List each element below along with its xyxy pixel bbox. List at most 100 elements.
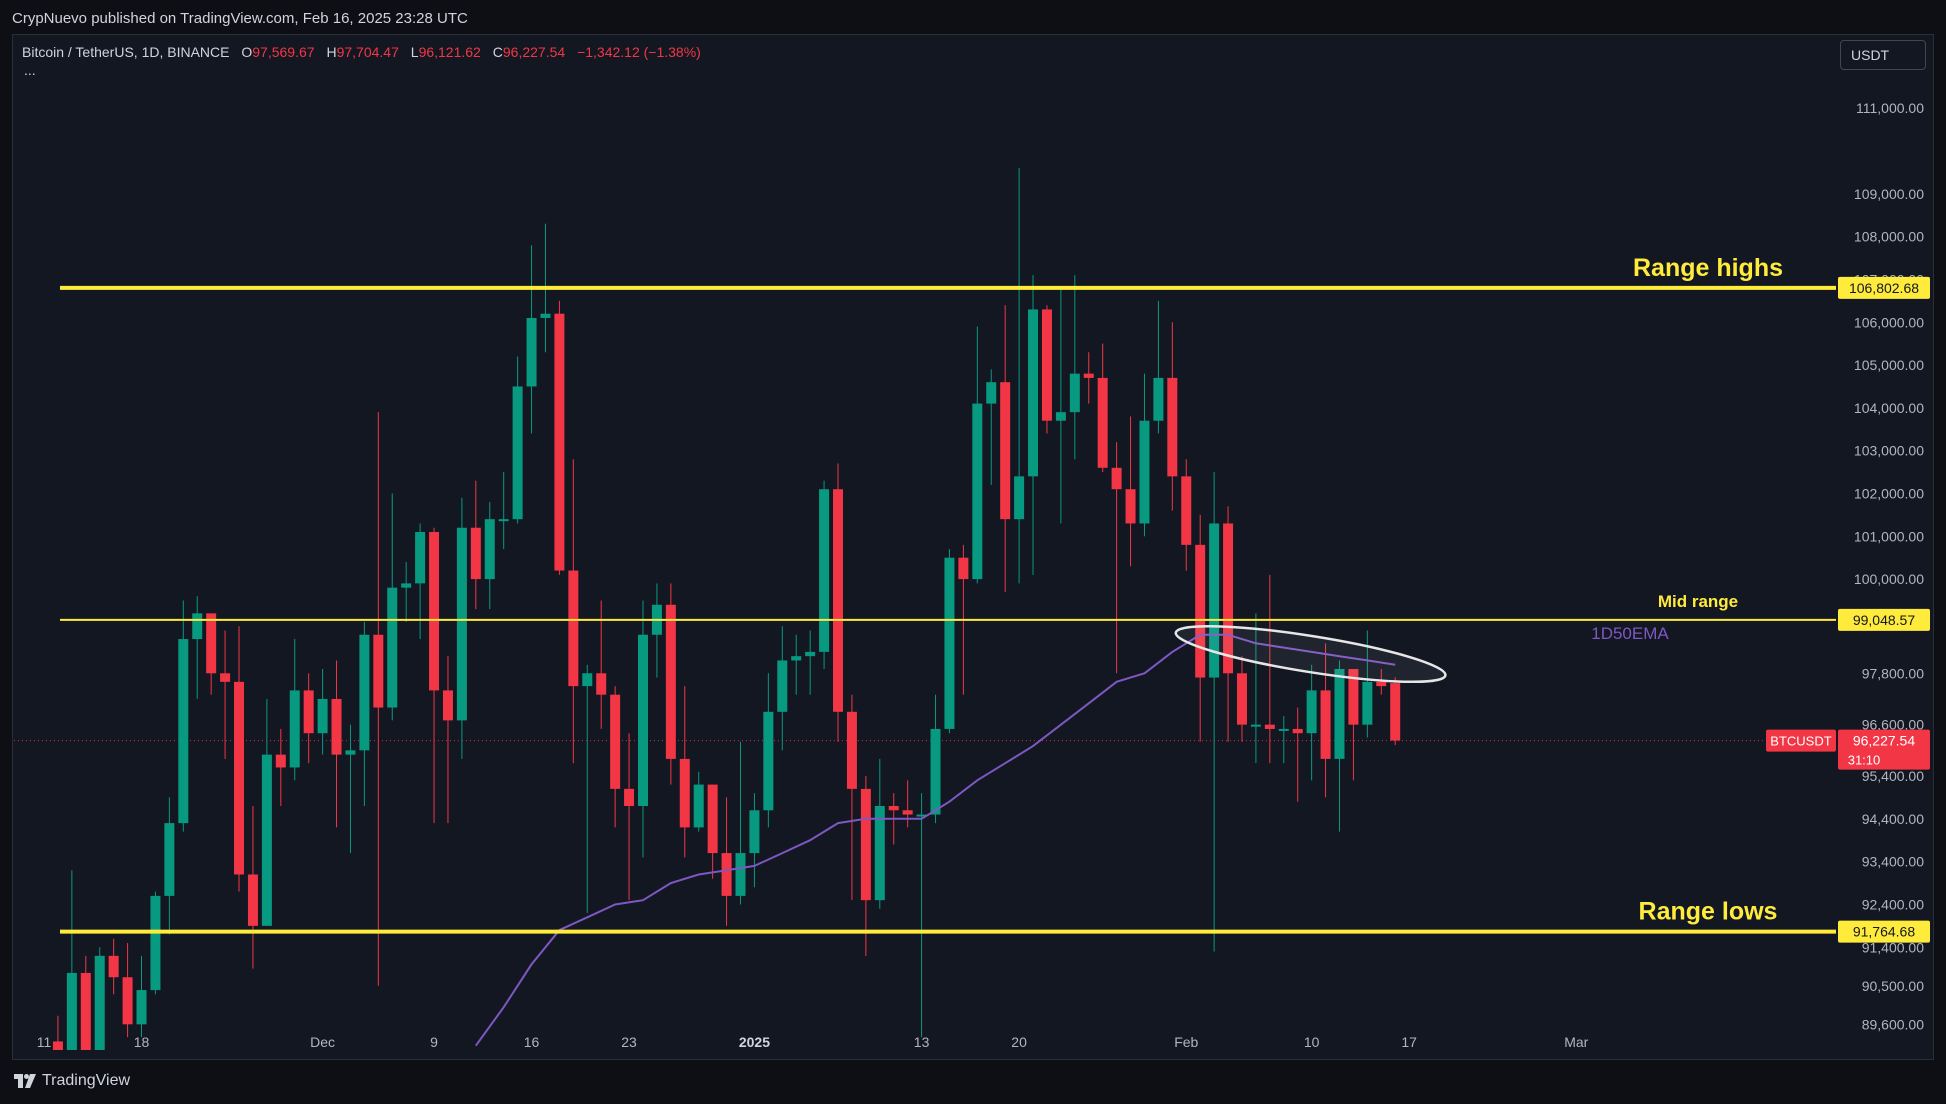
x-axis-tick-label: 18 <box>134 1034 150 1050</box>
candle-body <box>930 728 941 815</box>
x-axis-tick-label: Feb <box>1174 1034 1198 1050</box>
candle-body <box>1292 728 1303 734</box>
candle-body <box>484 519 495 580</box>
candle-body <box>415 532 426 584</box>
candle-body <box>261 754 272 926</box>
candle-body <box>860 788 871 901</box>
candle-body <box>192 613 203 640</box>
ema-highlight-ellipse <box>1174 624 1447 684</box>
level-price-label: 91,764.68 <box>1853 924 1915 940</box>
candle-body <box>958 557 969 580</box>
open-label: O <box>241 44 253 60</box>
y-axis-tick-label: 94,400.00 <box>1862 811 1924 827</box>
candle-body <box>1223 523 1234 674</box>
symbol-tag-bg <box>1766 729 1836 752</box>
level-annotation-label: Range highs <box>1633 254 1783 282</box>
candle-body <box>637 634 648 806</box>
candle-body <box>791 656 802 661</box>
change-value: −1,342.12 (−1.38%) <box>577 44 701 60</box>
candle-body <box>902 810 913 815</box>
candle-body <box>1236 673 1247 725</box>
candle-body <box>164 823 175 896</box>
candle-body <box>735 853 746 896</box>
candle-body <box>888 805 899 811</box>
candle-body <box>721 853 732 896</box>
candle-body <box>150 895 161 991</box>
ema-line <box>474 633 1396 1047</box>
candle-body <box>986 382 997 404</box>
candle-body <box>1250 724 1261 727</box>
candle-body <box>624 788 635 806</box>
candle-body <box>456 527 467 721</box>
last-price-tag <box>1838 729 1930 770</box>
ohlc-legend: Bitcoin / TetherUS, 1D, BINANCE O97,569.… <box>22 44 701 60</box>
y-axis-tick-label: 103,000.00 <box>1854 443 1924 459</box>
last-price-label: 96,227.54 <box>1853 733 1915 749</box>
brand-name: TradingView <box>42 1072 131 1089</box>
x-axis-tick-label: 11 <box>37 1034 52 1050</box>
y-axis-tick-label: 102,000.00 <box>1854 485 1924 501</box>
candle-body <box>289 690 300 768</box>
candle-body <box>693 784 704 828</box>
candle-body <box>94 955 105 1050</box>
candle-body <box>805 651 816 657</box>
y-axis-tick-label: 91,400.00 <box>1862 939 1924 955</box>
candle-body <box>1167 377 1178 477</box>
candle-body <box>610 694 621 789</box>
high-value: 97,704.47 <box>336 44 399 60</box>
candle-body <box>777 660 788 712</box>
y-axis-tick-label: 89,600.00 <box>1862 1016 1924 1032</box>
legend-more-button[interactable]: ... <box>24 62 36 78</box>
candle-body <box>846 711 857 789</box>
candle-body <box>707 784 718 854</box>
y-axis-tick-label: 100,000.00 <box>1854 571 1924 587</box>
candle-body <box>1055 412 1066 421</box>
candle-body <box>498 519 509 522</box>
candle-body <box>1014 476 1025 520</box>
x-axis-tick-label: 17 <box>1401 1034 1417 1050</box>
x-axis-tick-label: 9 <box>430 1034 438 1050</box>
candle-body <box>1125 489 1136 524</box>
level-price-label: 99,048.57 <box>1853 612 1915 628</box>
candle-body <box>763 711 774 811</box>
tradingview-brand[interactable]: TradingView <box>14 1072 130 1090</box>
candle-body <box>1376 681 1387 687</box>
candle-body <box>540 313 551 318</box>
level-price-label: 106,802.68 <box>1849 280 1919 296</box>
x-axis-tick-label: 10 <box>1304 1034 1320 1050</box>
candle-body <box>359 634 370 751</box>
candle-body <box>108 955 119 978</box>
candle-body <box>401 583 412 588</box>
high-label: H <box>326 44 337 60</box>
y-axis-tick-label: 96,600.00 <box>1862 717 1924 733</box>
candle-body <box>66 972 77 1050</box>
candle-body <box>1153 377 1164 421</box>
candle-body <box>1334 669 1345 759</box>
y-axis-tick-label: 93,400.00 <box>1862 854 1924 870</box>
y-axis-tick-label: 97,800.00 <box>1862 665 1924 681</box>
candle-body <box>122 977 133 1025</box>
candle-body <box>819 489 830 652</box>
y-axis-tick-label: 90,500.00 <box>1862 978 1924 994</box>
published-header: CrypNuevo published on TradingView.com, … <box>12 10 468 27</box>
y-axis-tick-label: 111,000.00 <box>1856 100 1924 116</box>
candle-body <box>1139 420 1150 524</box>
x-axis-tick-label: Mar <box>1564 1034 1588 1050</box>
currency-button[interactable]: USDT <box>1840 40 1926 70</box>
tradingview-logo-icon <box>14 1074 36 1088</box>
candle-body <box>526 317 537 387</box>
candle-body <box>568 570 579 687</box>
candle-body <box>1278 728 1289 731</box>
candle-body <box>80 972 91 1050</box>
y-axis-tick-label: 109,000.00 <box>1854 186 1924 202</box>
candle-body <box>136 990 147 1025</box>
low-value: 96,121.62 <box>418 44 481 60</box>
level-annotation-label: Range lows <box>1639 898 1778 926</box>
candle-body <box>429 532 440 691</box>
level-price-tag <box>1838 276 1930 299</box>
symbol-title: Bitcoin / TetherUS, 1D, BINANCE <box>22 44 230 60</box>
candle-body <box>554 313 565 571</box>
candle-body <box>470 527 481 580</box>
candle-body <box>247 874 258 926</box>
